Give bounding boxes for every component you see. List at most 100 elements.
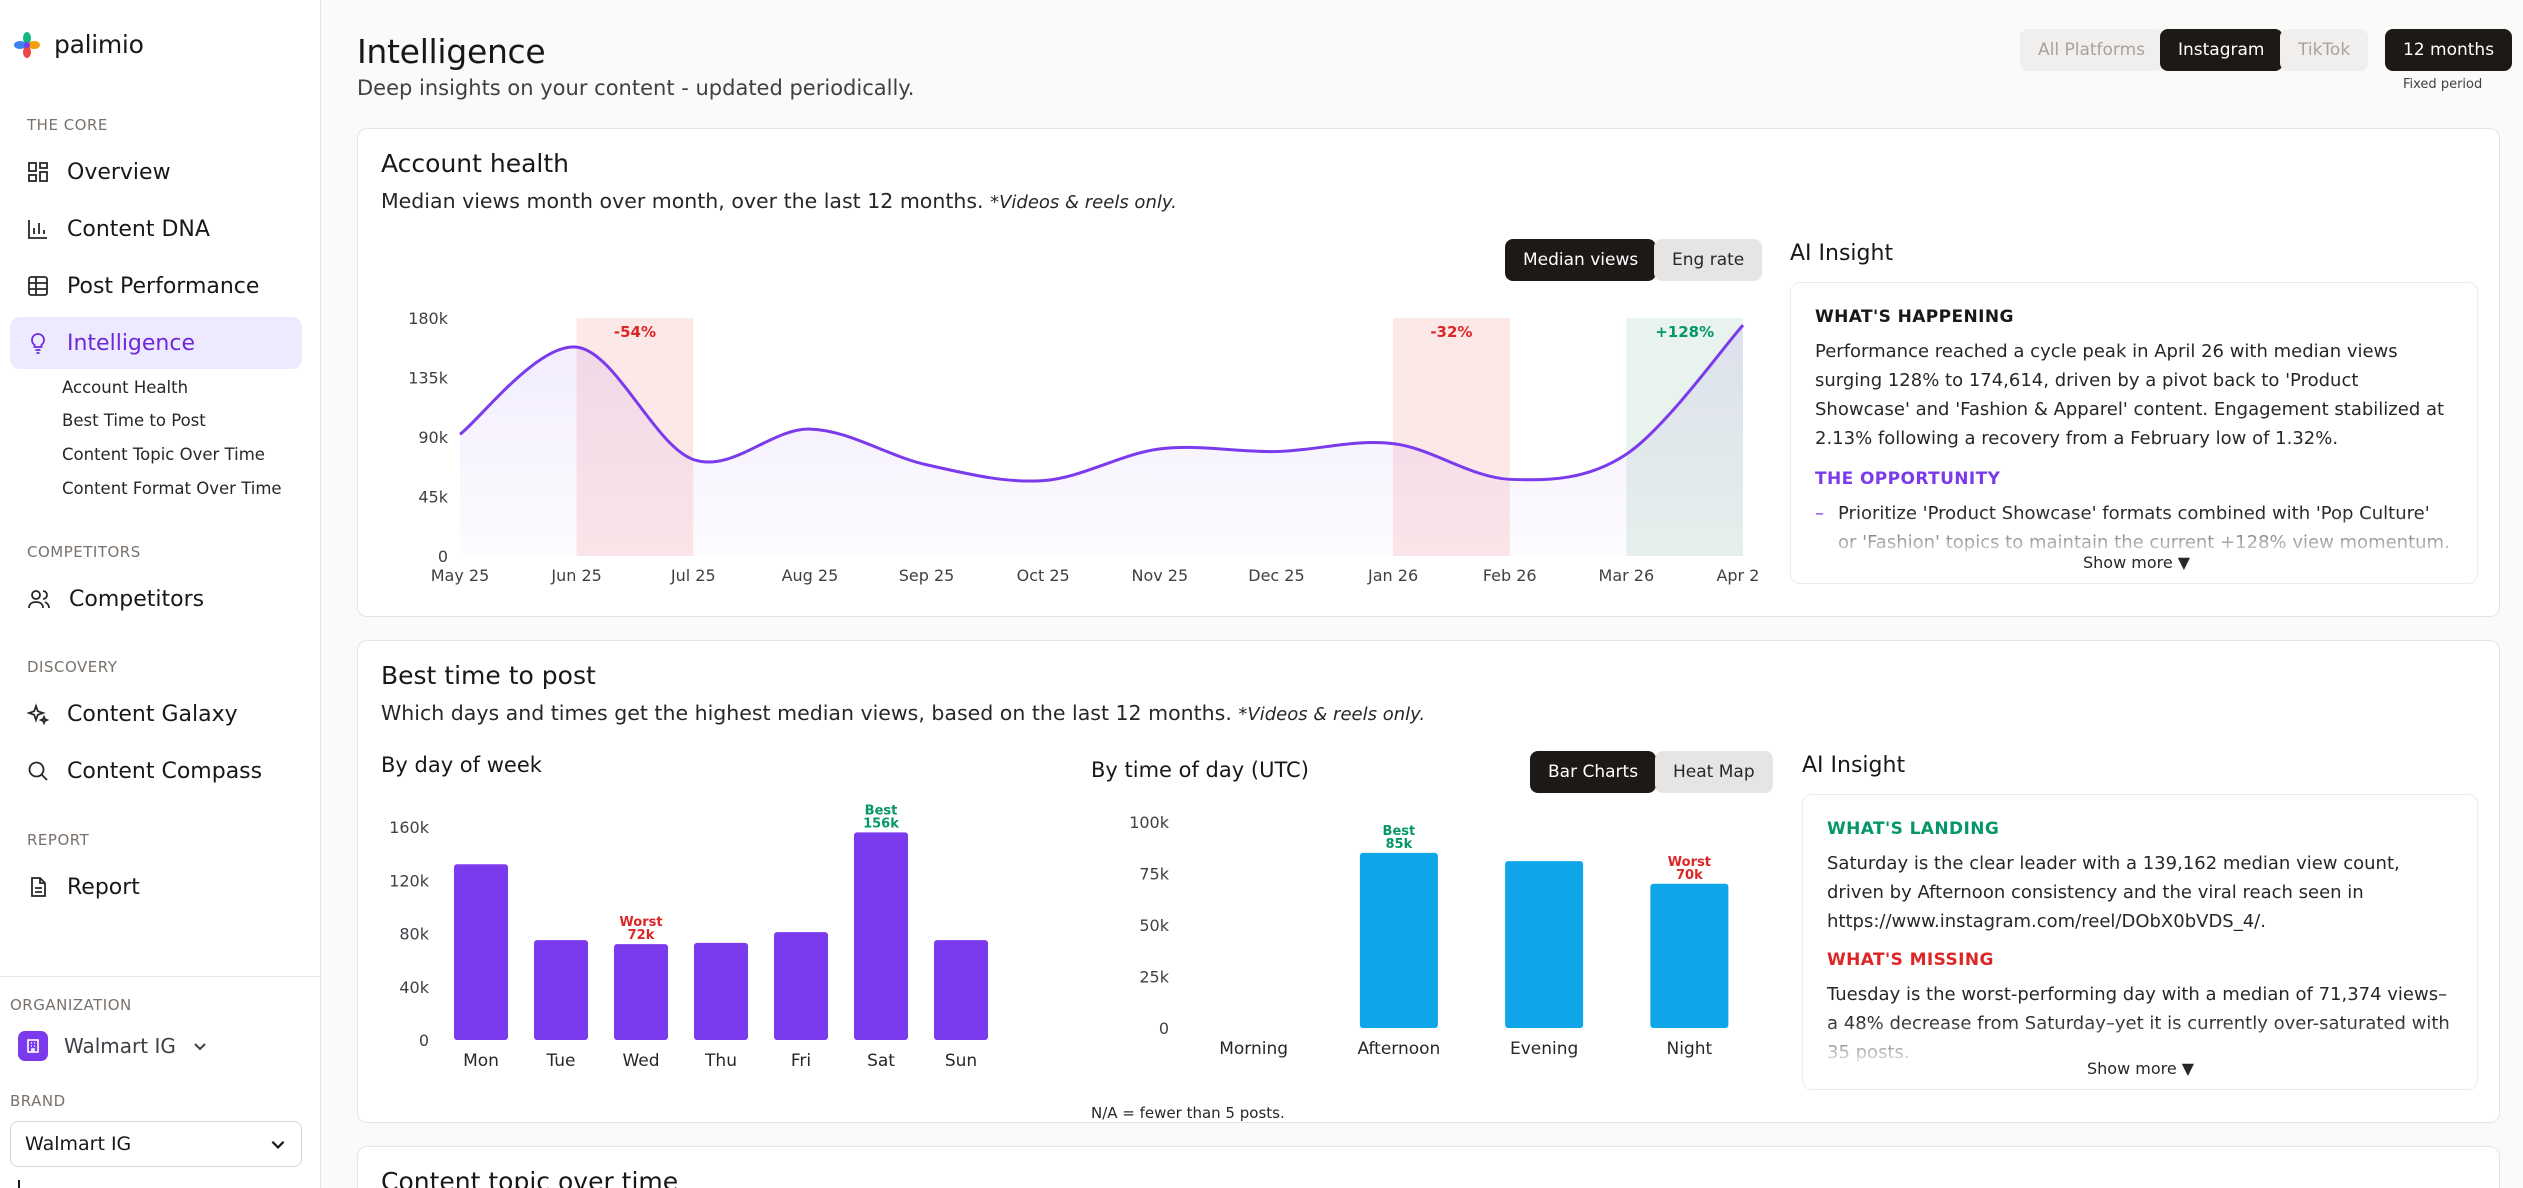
platform-tab-all[interactable]: All Platforms xyxy=(2020,29,2164,71)
x-tick-label: Nov 25 xyxy=(1131,566,1188,585)
insight-paragraph-happening: Performance reached a cycle peak in Apri… xyxy=(1815,341,2445,449)
sidebar-item-label: Intelligence xyxy=(67,330,196,356)
palimio-logo-icon xyxy=(14,31,40,58)
y-tick-label: 75k xyxy=(1139,865,1169,884)
x-tick-label: Aug 25 xyxy=(782,566,839,585)
brand-name: palimio xyxy=(54,30,144,59)
organization-avatar xyxy=(18,1031,48,1061)
insight-fade xyxy=(1803,1019,2477,1089)
section-label-organization: ORGANIZATION xyxy=(10,996,132,1014)
x-tick-label: Jan 26 xyxy=(1367,566,1418,585)
building-icon xyxy=(27,1039,39,1053)
period-button[interactable]: 12 months xyxy=(2385,29,2513,71)
category-label: Thu xyxy=(704,1051,737,1071)
account-health-subtitle-text: Median views month over month, over the … xyxy=(381,189,984,213)
document-icon xyxy=(31,877,46,897)
content-topic-card: Content topic over time xyxy=(357,1146,2500,1188)
sidebar-item-label: Content Compass xyxy=(67,758,263,784)
users-icon xyxy=(28,590,50,609)
y-tick-label: 40k xyxy=(399,978,429,997)
bar-annotation-label: Best xyxy=(865,803,898,818)
page-subtitle: Deep insights on your content - updated … xyxy=(357,76,915,100)
chart-footnote: N/A = fewer than 5 posts. xyxy=(1091,1104,1285,1122)
category-label: Tue xyxy=(545,1051,575,1071)
sidebar-item-intelligence[interactable]: Intelligence xyxy=(10,317,302,369)
category-label: Night xyxy=(1667,1039,1713,1059)
text-cursor xyxy=(18,1180,20,1188)
y-tick-label: 0 xyxy=(1159,1019,1169,1038)
brand-select[interactable]: Walmart IG xyxy=(10,1121,302,1167)
x-tick-label: Jul 25 xyxy=(670,566,716,585)
x-tick-label: Apr 26 xyxy=(1716,566,1758,585)
search-icon xyxy=(28,761,48,781)
section-label-report: REPORT xyxy=(27,831,90,849)
platform-tab-instagram[interactable]: Instagram xyxy=(2160,29,2283,71)
sidebar-item-post-performance[interactable]: Post Performance xyxy=(10,260,302,312)
account-health-subtitle-note: *Videos & reels only. xyxy=(990,192,1177,213)
sidebar-item-label: Overview xyxy=(67,159,171,185)
sidebar-item-content-galaxy[interactable]: Content Galaxy xyxy=(10,688,302,740)
category-label: Mon xyxy=(463,1051,499,1071)
bar-annotation-label: Best xyxy=(1383,824,1416,839)
bar-annotation-label: Worst xyxy=(619,915,662,930)
sidebar-item-content-dna[interactable]: Content DNA xyxy=(10,203,302,255)
bar-mon xyxy=(454,864,508,1040)
sub-item-content-format-over-time[interactable]: Content Format Over Time xyxy=(62,479,282,498)
bar-annotation-label: Worst xyxy=(1668,855,1711,870)
x-tick-label: Mar 26 xyxy=(1599,566,1655,585)
bar-annotation-value: 70k xyxy=(1676,868,1703,883)
chevron-down-icon xyxy=(194,1043,206,1051)
sidebar-item-report[interactable]: Report xyxy=(10,861,302,913)
content-topic-title: Content topic over time xyxy=(381,1167,679,1188)
account-health-title: Account health xyxy=(381,149,570,178)
bar-charts-toggle[interactable]: Bar Charts xyxy=(1530,751,1657,793)
show-more-button[interactable]: Show more ▼ xyxy=(2083,553,2191,572)
bar-chart-icon xyxy=(28,220,47,239)
eng-rate-toggle[interactable]: Eng rate xyxy=(1654,239,1763,281)
brand-select-value: Walmart IG xyxy=(25,1133,132,1155)
best-time-card: Best time to post Which days and times g… xyxy=(357,640,2500,1123)
bar-thu xyxy=(694,942,748,1040)
section-label-competitors: COMPETITORS xyxy=(27,543,141,561)
bar-annotation-value: 85k xyxy=(1386,837,1413,852)
sub-item-best-time-to-post[interactable]: Best Time to Post xyxy=(62,411,206,430)
organization-name: Walmart IG xyxy=(64,1034,176,1058)
sidebar-item-content-compass[interactable]: Content Compass xyxy=(10,745,302,797)
show-more-button[interactable]: Show more ▼ xyxy=(2087,1059,2195,1078)
category-label: Sat xyxy=(867,1051,895,1071)
bar-fri xyxy=(774,932,828,1040)
sidebar: palimio THE CORE Overview Content DNA Po… xyxy=(0,0,321,1188)
account-health-insight-box: WHAT'S HAPPENING Performance reached a c… xyxy=(1790,282,2478,584)
best-time-subtitle: Which days and times get the highest med… xyxy=(381,701,1425,725)
median-views-line xyxy=(459,324,1745,483)
y-tick-label: 180k xyxy=(408,309,449,328)
category-label: Afternoon xyxy=(1357,1039,1440,1059)
heat-map-toggle[interactable]: Heat Map xyxy=(1655,751,1773,793)
sub-item-account-health[interactable]: Account Health xyxy=(62,378,189,397)
area-fill xyxy=(460,325,1743,556)
logo[interactable]: palimio xyxy=(14,30,144,59)
median-views-toggle[interactable]: Median views xyxy=(1505,239,1657,281)
category-label: Fri xyxy=(791,1051,811,1071)
y-tick-label: 90k xyxy=(418,428,448,447)
y-tick-label: 135k xyxy=(408,369,449,388)
insight-paragraph-landing: Saturday is the clear leader with a 139,… xyxy=(1827,853,2400,932)
platform-tab-tiktok[interactable]: TikTok xyxy=(2280,29,2369,71)
y-tick-label: 100k xyxy=(1129,813,1170,832)
category-label: Sun xyxy=(945,1051,977,1071)
bar-annotation-value: 72k xyxy=(628,928,655,943)
category-label: Evening xyxy=(1510,1039,1578,1059)
sidebar-item-competitors[interactable]: Competitors xyxy=(10,573,302,625)
organization-switcher[interactable]: Walmart IG xyxy=(18,1031,208,1061)
sidebar-item-label: Report xyxy=(67,874,140,900)
period-note: Fixed period xyxy=(2403,77,2483,92)
y-tick-label: 160k xyxy=(389,818,430,837)
time-of-day-title-suffix: (UTC) xyxy=(1250,758,1309,782)
sidebar-item-overview[interactable]: Overview xyxy=(10,146,302,198)
y-tick-label: 50k xyxy=(1139,916,1169,935)
sidebar-item-label: Competitors xyxy=(69,586,205,612)
sub-item-content-topic-over-time[interactable]: Content Topic Over Time xyxy=(62,445,265,464)
sidebar-item-label: Content Galaxy xyxy=(67,701,238,727)
